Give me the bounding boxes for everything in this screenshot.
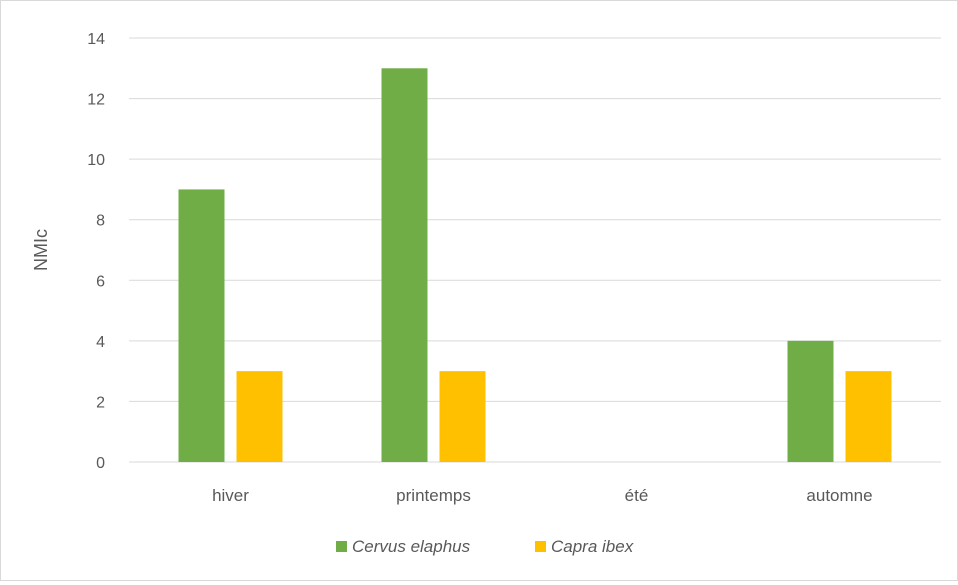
- legend-item: Cervus elaphus: [336, 537, 471, 556]
- bar-cervus-elaphus: [787, 340, 834, 462]
- x-axis-categories: hiver printemps été automne: [212, 486, 873, 505]
- y-tick-label: 14: [87, 31, 105, 48]
- y-tick-label: 12: [87, 92, 105, 109]
- x-category-label: printemps: [396, 486, 471, 505]
- y-tick-label: 6: [96, 273, 105, 290]
- bars: [178, 68, 892, 463]
- legend-label: Capra ibex: [551, 537, 634, 556]
- bar-cervus-elaphus: [178, 189, 225, 462]
- bar-capra-ibex: [845, 371, 892, 462]
- y-tick-label: 4: [96, 334, 105, 351]
- bar-capra-ibex: [439, 371, 486, 462]
- x-category-label: hiver: [212, 486, 249, 505]
- y-tick-label: 10: [87, 152, 105, 169]
- y-tick-label: 8: [96, 213, 105, 230]
- y-tick-label: 2: [96, 394, 105, 411]
- legend-label: Cervus elaphus: [352, 537, 471, 556]
- legend: Cervus elaphus Capra ibex: [336, 537, 634, 556]
- y-axis-label: NMIc: [31, 229, 51, 271]
- bar-capra-ibex: [236, 371, 283, 462]
- y-axis-ticks: 0 2 4 6 8 10 12 14: [87, 31, 105, 472]
- y-tick-label: 0: [96, 455, 105, 472]
- legend-item: Capra ibex: [535, 537, 634, 556]
- x-category-label: été: [625, 486, 649, 505]
- bar-cervus-elaphus: [381, 68, 428, 463]
- legend-swatch: [336, 541, 347, 552]
- legend-swatch: [535, 541, 546, 552]
- x-category-label: automne: [806, 486, 872, 505]
